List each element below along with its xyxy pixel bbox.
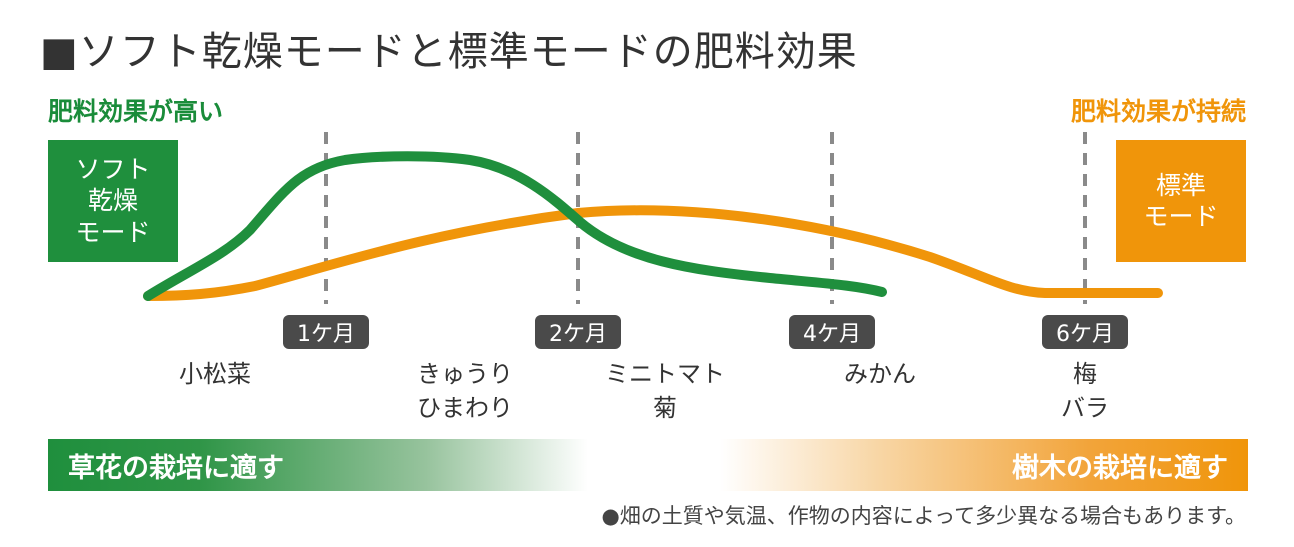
trees-suitability-band: 樹木の栽培に適す: [720, 439, 1248, 491]
crop-name: バラ: [1061, 394, 1109, 422]
standard-mode-curve: [143, 205, 1163, 301]
crop-name: 梅: [1073, 360, 1097, 388]
month-badge-1: 1ケ月: [283, 315, 369, 349]
month-badge-6: 6ケ月: [1042, 315, 1128, 349]
title-row: ■ソフト乾燥モードと標準モードの肥料効果: [40, 18, 858, 78]
soft-mode-line: 乾燥: [87, 186, 138, 216]
soft-mode-line: モード: [75, 217, 151, 247]
crop-name: ひまわり: [417, 394, 513, 422]
standard-mode-box: 標準 モード: [1116, 140, 1246, 262]
month-badge-2: 2ケ月: [535, 315, 621, 349]
soft-dry-mode-box: ソフト 乾燥 モード: [48, 140, 178, 262]
standard-mode-line: モード: [1143, 202, 1219, 231]
crop-group-1: 小松菜: [165, 357, 265, 391]
soft-effect-label: 肥料効果が高い: [48, 97, 224, 126]
soft-dry-mode-curve: [143, 151, 887, 301]
crop-group-4: みかん: [830, 357, 930, 391]
footnote: ●畑の土質や気温、作物の内容によって多少異なる場合もあります。: [601, 504, 1246, 528]
band-label: 樹木の栽培に適す: [1012, 452, 1228, 484]
crop-group-2: きゅうり ひまわり: [400, 357, 530, 425]
crop-group-3: ミニトマト 菊: [590, 357, 740, 425]
band-label: 草花の栽培に適す: [68, 452, 284, 484]
page-title: ■ソフト乾燥モードと標準モードの肥料効果: [40, 29, 858, 75]
crop-name: みかん: [844, 360, 916, 388]
crop-name: きゅうり: [417, 360, 513, 388]
crop-name: 小松菜: [179, 360, 251, 388]
standard-effect-label: 肥料効果が持続: [1070, 97, 1246, 126]
crop-name: 菊: [653, 394, 677, 422]
crop-name: ミニトマト: [605, 360, 725, 388]
soft-mode-line: ソフト: [75, 155, 151, 185]
flowers-suitability-band: 草花の栽培に適す: [48, 439, 588, 491]
crop-group-5: 梅 バラ: [1040, 357, 1130, 425]
standard-mode-line: 標準: [1155, 170, 1206, 200]
month-badge-4: 4ケ月: [789, 315, 875, 349]
